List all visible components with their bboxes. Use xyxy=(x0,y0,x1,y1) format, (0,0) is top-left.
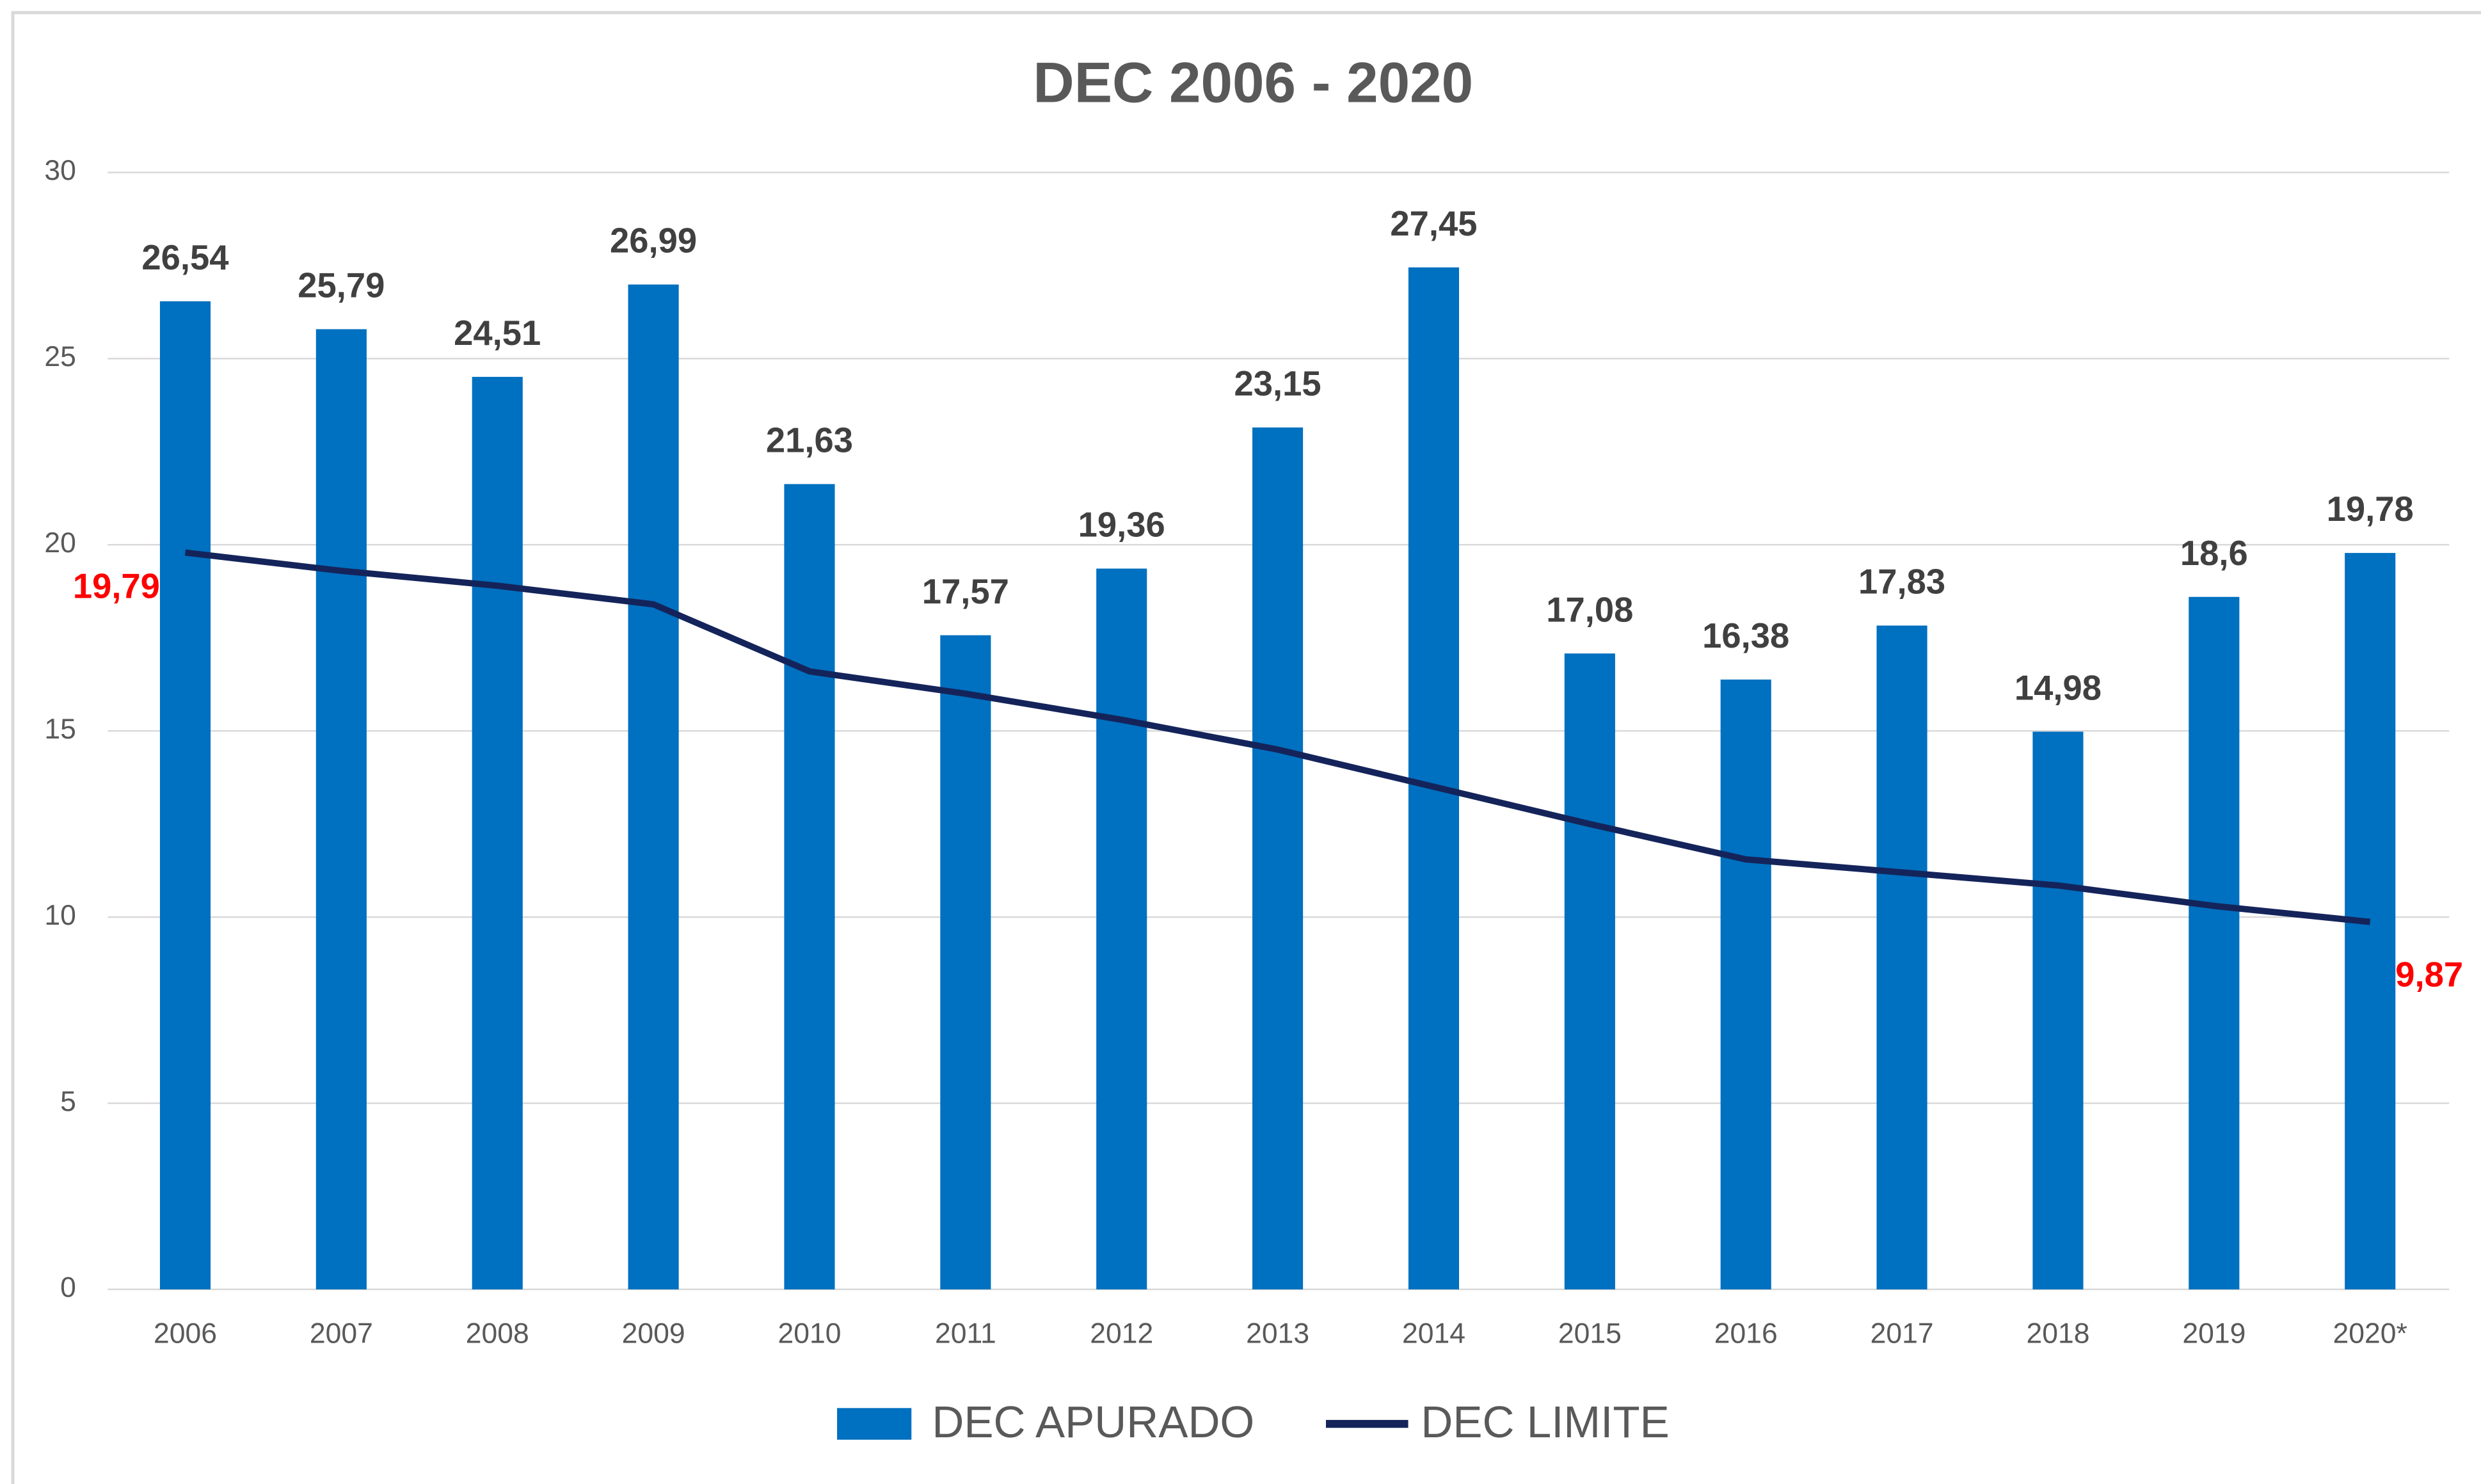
bar xyxy=(1876,625,1927,1289)
x-tick-label: 2014 xyxy=(1402,1318,1465,1349)
data-label: 21,63 xyxy=(766,421,853,460)
data-label: 27,45 xyxy=(1390,204,1477,243)
data-label: 19,78 xyxy=(2327,490,2414,529)
bar xyxy=(159,301,211,1289)
chart-frame xyxy=(11,11,2481,1484)
data-label: 19,36 xyxy=(1078,506,1165,545)
y-tick-label: 10 xyxy=(44,900,76,931)
legend-label: DEC LIMITE xyxy=(1421,1397,1669,1447)
bar xyxy=(1408,267,1460,1289)
data-label: 17,57 xyxy=(922,572,1009,611)
data-label: 26,99 xyxy=(610,221,697,260)
y-tick-label: 30 xyxy=(44,155,76,186)
bar xyxy=(2032,731,2084,1289)
bar xyxy=(628,284,679,1289)
bar xyxy=(315,329,367,1289)
bar xyxy=(472,376,523,1289)
bar xyxy=(1720,679,1771,1289)
x-tick-label: 2016 xyxy=(1714,1318,1778,1349)
x-tick-label: 2009 xyxy=(622,1318,685,1349)
data-label: 26,54 xyxy=(141,238,228,277)
y-tick-label: 5 xyxy=(60,1086,76,1117)
chart-title: DEC 2006 - 2020 xyxy=(1033,50,1473,114)
y-tick-label: 25 xyxy=(44,341,76,372)
data-label: 9,87 xyxy=(2395,955,2463,994)
bar xyxy=(784,484,835,1289)
bar xyxy=(1564,653,1615,1289)
bar xyxy=(940,635,991,1289)
x-tick-label: 2020* xyxy=(2333,1318,2407,1349)
x-tick-label: 2015 xyxy=(1558,1318,1622,1349)
bar xyxy=(1252,427,1304,1289)
legend-label: DEC APURADO xyxy=(932,1397,1254,1447)
y-tick-label: 0 xyxy=(60,1272,76,1304)
data-label: 17,83 xyxy=(1858,562,1945,602)
y-tick-label: 20 xyxy=(44,527,76,559)
data-label: 23,15 xyxy=(1234,364,1321,403)
bar xyxy=(1096,568,1147,1289)
x-tick-label: 2017 xyxy=(1871,1318,1934,1349)
x-tick-label: 2010 xyxy=(778,1318,841,1349)
data-label: 14,98 xyxy=(2014,668,2102,707)
x-tick-label: 2019 xyxy=(2182,1318,2246,1349)
line xyxy=(184,549,2371,925)
legend-swatch xyxy=(837,1408,912,1440)
y-tick-label: 15 xyxy=(44,714,76,745)
x-tick-label: 2008 xyxy=(466,1318,529,1349)
x-tick-label: 2006 xyxy=(154,1318,217,1349)
x-tick-label: 2013 xyxy=(1246,1318,1309,1349)
data-label: 19,79 xyxy=(73,567,160,606)
data-label: 18,6 xyxy=(2180,534,2248,573)
data-label: 16,38 xyxy=(1702,616,1789,655)
data-label: 24,51 xyxy=(454,314,541,353)
bar xyxy=(2189,596,2240,1289)
x-tick-label: 2011 xyxy=(935,1318,996,1349)
data-label: 17,08 xyxy=(1546,590,1633,629)
x-tick-label: 2018 xyxy=(2026,1318,2089,1349)
x-tick-label: 2007 xyxy=(310,1318,373,1349)
x-tick-label: 2012 xyxy=(1090,1318,1153,1349)
data-label: 25,79 xyxy=(298,266,385,305)
